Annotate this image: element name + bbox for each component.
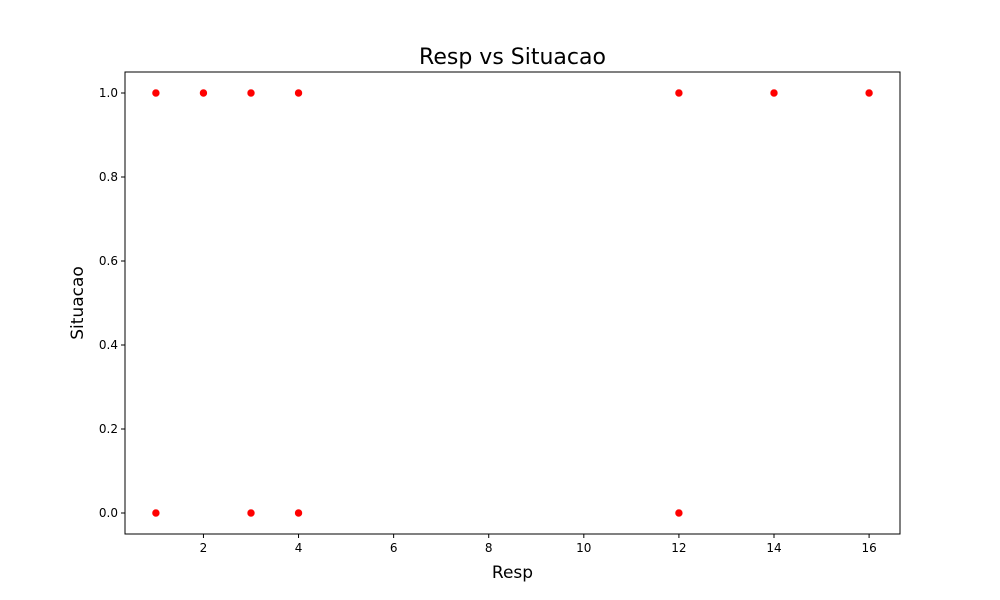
data-point <box>864 88 874 98</box>
y-tick-label: 0.8 <box>99 170 118 184</box>
data-point <box>151 88 161 98</box>
data-point <box>674 508 684 518</box>
y-axis-ticks: 0.0 0.2 0.4 0.6 0.8 1.0 <box>99 86 125 520</box>
data-point <box>246 508 256 518</box>
y-axis-label: Situacao <box>68 266 88 340</box>
x-tick-label: 8 <box>485 541 493 555</box>
x-tick-label: 12 <box>671 541 686 555</box>
chart-title: Resp vs Situacao <box>419 45 606 70</box>
data-point <box>294 508 303 518</box>
plot-area: 2 4 6 8 10 12 14 16 0.0 0.2 0.4 0.6 0.8 1.0 <box>99 71 901 555</box>
data-point <box>151 508 161 518</box>
x-axis-label: Resp <box>492 563 533 583</box>
x-tick-label: 2 <box>200 541 208 555</box>
data-point <box>674 88 684 98</box>
x-axis-ticks: 2 4 6 8 10 12 14 16 <box>200 534 877 555</box>
data-points <box>151 88 874 518</box>
x-tick-label: 6 <box>390 541 398 555</box>
data-point <box>199 88 208 98</box>
data-point <box>294 88 303 98</box>
data-point <box>769 88 779 98</box>
x-tick-label: 14 <box>766 541 781 555</box>
y-tick-label: 0.4 <box>99 338 118 352</box>
y-tick-label: 0.6 <box>99 254 118 268</box>
x-tick-label: 10 <box>576 541 591 555</box>
plot-frame <box>124 71 901 535</box>
data-point <box>246 88 256 98</box>
y-tick-label: 0.0 <box>99 506 118 520</box>
y-tick-label: 0.2 <box>99 422 118 436</box>
x-tick-label: 4 <box>295 541 303 555</box>
x-tick-label: 16 <box>861 541 876 555</box>
y-tick-label: 1.0 <box>99 86 118 100</box>
